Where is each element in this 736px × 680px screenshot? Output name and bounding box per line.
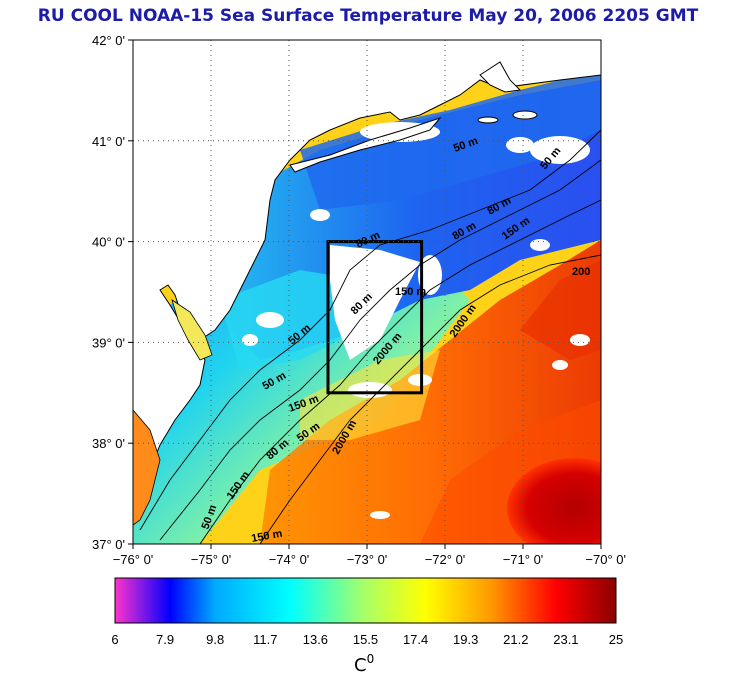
lon-tick-label: −76° 0' xyxy=(113,552,154,567)
lat-tick-label: 38° 0' xyxy=(92,436,125,451)
colorbar-tick-label: 23.1 xyxy=(553,632,578,647)
lat-tick-label: 42° 0' xyxy=(92,33,125,48)
island-marthas-vineyard xyxy=(477,116,499,124)
cyan-band xyxy=(220,270,360,370)
colorbar xyxy=(114,577,617,624)
chesapeake-water xyxy=(133,409,161,526)
lat-tick-label: 37° 0' xyxy=(92,537,125,552)
longitude-axis: −76° 0' −75° 0' −74° 0' −73° 0' −72° 0' −71° … xyxy=(113,544,626,567)
land-mass xyxy=(133,40,601,521)
colorbar-ticks: 6 7.9 9.8 11.7 13.6 15.5 17.4 19.3 21.2 23.1 25 xyxy=(111,632,623,647)
colorbar-tick-label: 25 xyxy=(609,632,623,647)
colorbar-tick-label: 21.2 xyxy=(503,632,528,647)
contour-label: 200 xyxy=(572,266,590,278)
lon-tick-label: −73° 0' xyxy=(347,552,388,567)
lon-tick-label: −74° 0' xyxy=(269,552,310,567)
cold-core xyxy=(300,70,601,210)
latitude-axis: 42° 0' 41° 0' 40° 0' 39° 0' 38° 0' 37° 0' xyxy=(92,33,133,552)
lat-tick-label: 39° 0' xyxy=(92,335,125,350)
colorbar-tick-label: 15.5 xyxy=(353,632,378,647)
lon-tick-label: −70° 0' xyxy=(585,552,626,567)
lon-tick-label: −75° 0' xyxy=(191,552,232,567)
colorbar-tick-label: 19.3 xyxy=(453,632,478,647)
contour-label: 150 m xyxy=(250,528,283,545)
lon-tick-label: −71° 0' xyxy=(503,552,544,567)
long-island xyxy=(289,116,442,173)
warm-core-eddy xyxy=(507,458,601,544)
lat-tick-label: 40° 0' xyxy=(92,235,125,250)
colorbar-tick-label: 9.8 xyxy=(206,632,224,647)
delaware-bay xyxy=(171,299,213,361)
lon-tick-label: −72° 0' xyxy=(425,552,466,567)
sst-field: 50 m50 m50 m50 m50 m80 m80 m80 m80 m80 m… xyxy=(133,40,601,545)
colorbar-tick-label: 7.9 xyxy=(156,632,174,647)
figure-title: RU COOL NOAA-15 Sea Surface Temperature … xyxy=(37,6,699,26)
graticule xyxy=(133,40,601,544)
cape-cod xyxy=(479,61,522,93)
colorbar-tick-label: 6 xyxy=(111,632,118,647)
contour-label: 150 m xyxy=(395,286,426,298)
island-nantucket xyxy=(512,110,538,120)
colorbar-tick-label: 13.6 xyxy=(303,632,328,647)
lat-tick-label: 41° 0' xyxy=(92,134,125,149)
study-area-box xyxy=(326,240,424,395)
colorbar-unit: C0 xyxy=(354,652,374,676)
colorbar-tick-label: 17.4 xyxy=(403,632,428,647)
bathymetry-contours xyxy=(139,129,601,544)
colorbar-tick-label: 11.7 xyxy=(253,632,277,647)
